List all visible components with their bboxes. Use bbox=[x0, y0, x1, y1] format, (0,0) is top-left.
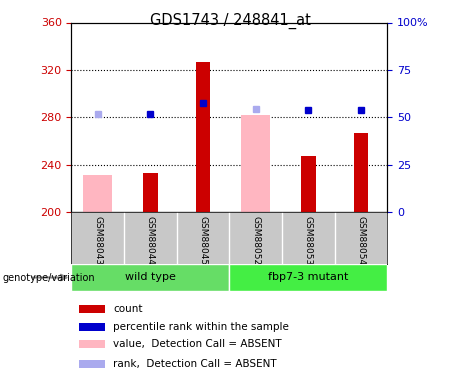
Text: GSM88052: GSM88052 bbox=[251, 216, 260, 265]
Text: fbp7-3 mutant: fbp7-3 mutant bbox=[268, 273, 349, 282]
Text: GSM88043: GSM88043 bbox=[93, 216, 102, 265]
Text: GSM88045: GSM88045 bbox=[199, 216, 207, 265]
Text: GDS1743 / 248841_at: GDS1743 / 248841_at bbox=[150, 13, 311, 29]
Text: value,  Detection Call = ABSENT: value, Detection Call = ABSENT bbox=[113, 339, 282, 350]
Bar bbox=[195, 62, 210, 212]
Bar bbox=[354, 133, 368, 212]
Text: count: count bbox=[113, 304, 142, 314]
Bar bbox=[79, 340, 106, 348]
Text: genotype/variation: genotype/variation bbox=[2, 273, 95, 283]
Bar bbox=[79, 322, 106, 331]
Text: percentile rank within the sample: percentile rank within the sample bbox=[113, 322, 289, 332]
Bar bbox=[301, 156, 316, 212]
Bar bbox=[229, 264, 387, 291]
Bar bbox=[79, 305, 106, 313]
Text: GSM88054: GSM88054 bbox=[356, 216, 366, 265]
Bar bbox=[241, 115, 270, 212]
Text: GSM88044: GSM88044 bbox=[146, 216, 155, 265]
Text: GSM88053: GSM88053 bbox=[304, 216, 313, 266]
Text: rank,  Detection Call = ABSENT: rank, Detection Call = ABSENT bbox=[113, 359, 277, 369]
Text: wild type: wild type bbox=[125, 273, 176, 282]
Bar bbox=[143, 173, 158, 212]
Bar bbox=[71, 264, 230, 291]
Bar bbox=[83, 175, 112, 212]
Bar bbox=[79, 360, 106, 368]
